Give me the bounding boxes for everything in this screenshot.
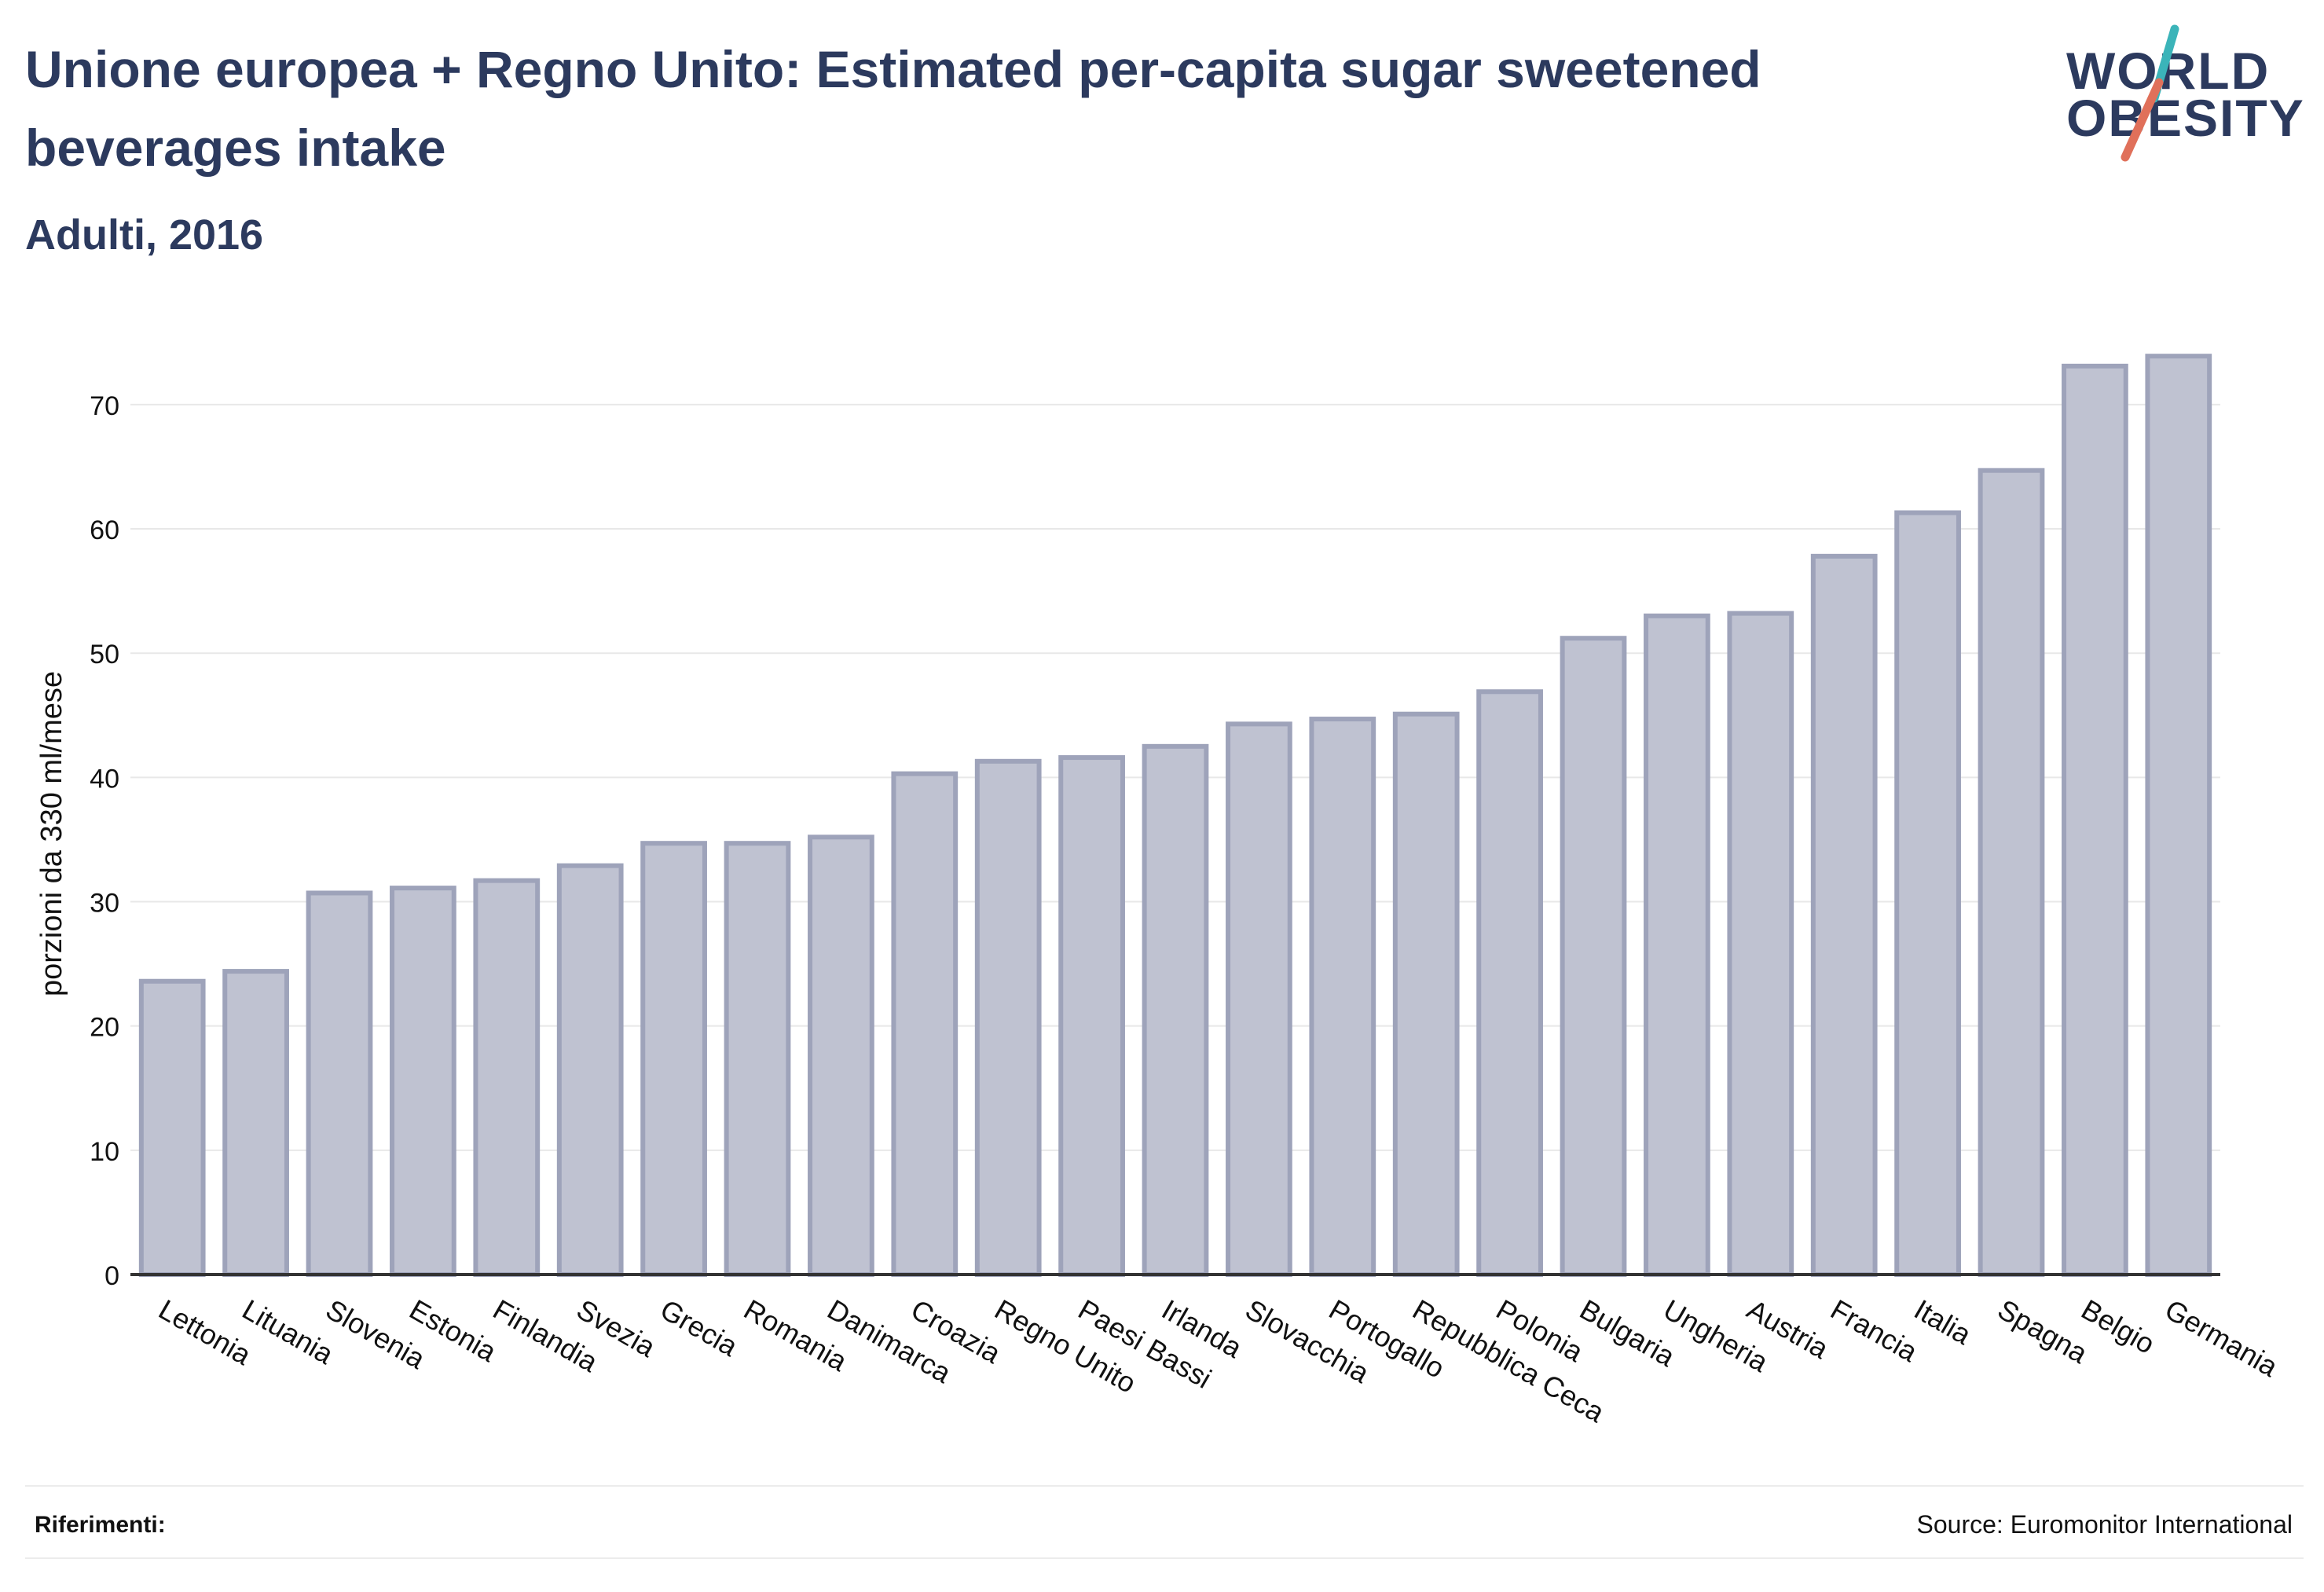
y-tick-labels: 0 10 20 30 40 50 60 70	[90, 391, 119, 1291]
x-tick-label: Lituania	[237, 1293, 340, 1370]
y-tick-label: 40	[90, 764, 119, 794]
bar-portogallo[interactable]	[1309, 717, 1376, 1277]
references-label: Riferimenti:	[35, 1512, 166, 1538]
bar-bulgaria[interactable]	[1560, 636, 1627, 1277]
y-tick-label: 70	[90, 391, 119, 421]
bar-svezia[interactable]	[556, 863, 624, 1277]
x-tick-label: Grecia	[655, 1293, 744, 1363]
bar-regno-unito[interactable]	[974, 758, 1042, 1277]
source-note: Source: Euromonitor International	[1916, 1510, 2293, 1539]
world-obesity-logo: WORLD OBESITY	[2043, 20, 2310, 169]
y-axis-label: porzioni da 330 ml/mese	[35, 671, 68, 996]
bar-irlanda[interactable]	[1142, 743, 1209, 1277]
bar-estonia[interactable]	[390, 886, 456, 1277]
y-tick-label: 50	[90, 640, 119, 669]
bar-chart: 0 10 20 30 40 50 60 70 LettoniaLituaniaSlovenia…	[35, 354, 2284, 1429]
x-tick-labels: LettoniaLituaniaSloveniaEstoniaFinlandia…	[153, 1293, 2284, 1429]
bar-ungheria[interactable]	[1644, 613, 1710, 1277]
bar-finlandia[interactable]	[473, 878, 541, 1278]
y-tick-label: 10	[90, 1137, 119, 1167]
bar-croazia[interactable]	[891, 771, 959, 1277]
bar-belgio[interactable]	[2062, 363, 2128, 1277]
bar-grecia[interactable]	[640, 841, 707, 1278]
bar-austria[interactable]	[1727, 611, 1794, 1277]
bar-slovenia[interactable]	[306, 890, 373, 1278]
bar-lettonia[interactable]	[138, 978, 206, 1277]
bars	[138, 354, 2212, 1278]
logo-word-obesity: OBESITY	[2066, 89, 2305, 147]
bar-danimarca[interactable]	[808, 835, 874, 1277]
y-tick-label: 60	[90, 515, 119, 545]
bar-lituania[interactable]	[222, 969, 289, 1277]
bar-paesi-bassi[interactable]	[1058, 755, 1125, 1277]
bar-francia[interactable]	[1810, 553, 1878, 1277]
bar-spagna[interactable]	[1978, 468, 2045, 1277]
bar-polonia[interactable]	[1476, 689, 1543, 1277]
logo-slash-icon	[2121, 24, 2179, 162]
bar-germania[interactable]	[2145, 354, 2212, 1278]
y-tick-label: 20	[90, 1013, 119, 1043]
x-tick-label: Francia	[1825, 1293, 1923, 1368]
footer-top-divider	[25, 1485, 2304, 1487]
bar-repubblica-ceca[interactable]	[1392, 711, 1460, 1277]
x-tick-label: Bulgaria	[1574, 1293, 1681, 1373]
chart-subtitle: Adulti, 2016	[25, 211, 264, 259]
footer-bottom-divider	[25, 1557, 2304, 1559]
bar-romania[interactable]	[724, 841, 791, 1278]
y-tick-label: 0	[104, 1261, 119, 1291]
chart-title: Unione europea + Regno Unito: Estimated …	[25, 40, 1761, 177]
bar-italia[interactable]	[1894, 510, 1961, 1277]
x-tick-label: Germania	[2160, 1293, 2284, 1383]
bar-slovacchia[interactable]	[1226, 721, 1292, 1277]
x-tick-label: Belgio	[2076, 1293, 2160, 1360]
x-tick-label: Lettonia	[153, 1293, 257, 1371]
y-tick-label: 30	[90, 889, 119, 919]
x-tick-label: Spagna	[1992, 1293, 2094, 1370]
